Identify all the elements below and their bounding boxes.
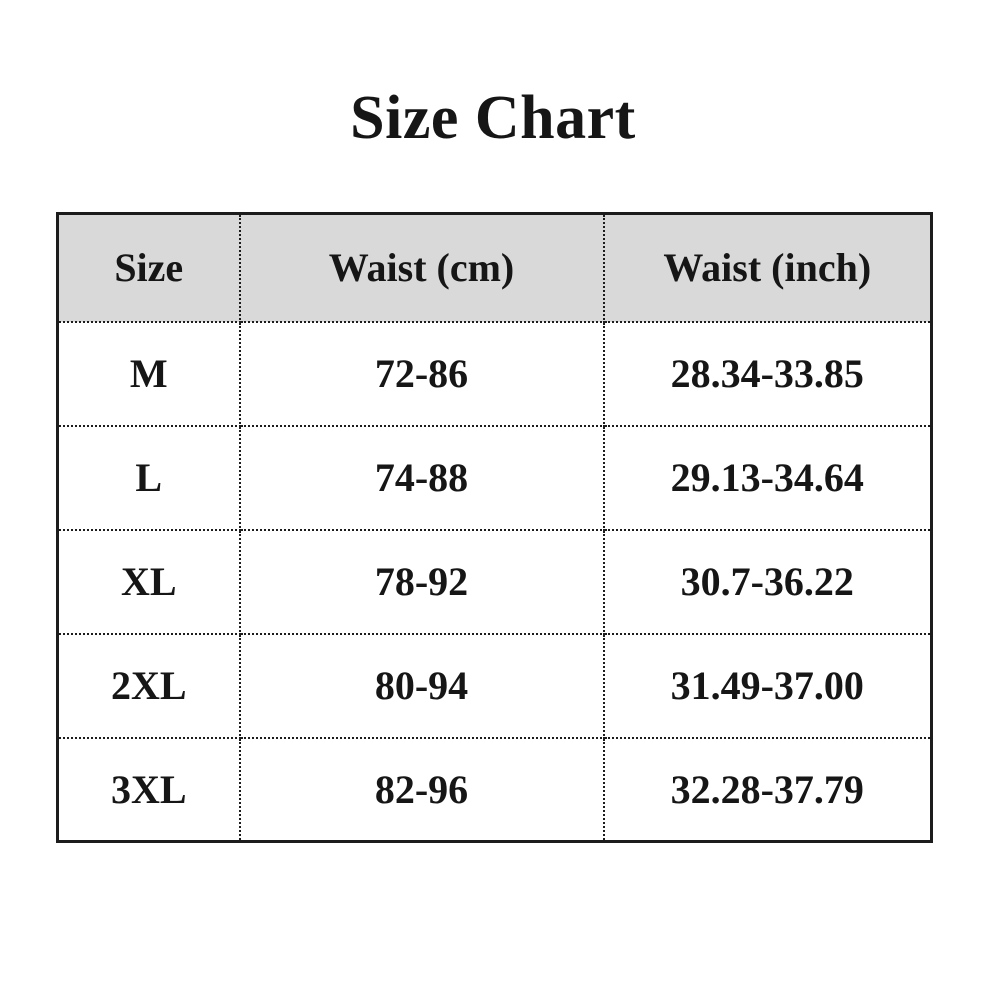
size-cell: XL — [56, 528, 241, 635]
size-chart-table: Size Waist (cm) Waist (inch) M 72-86 28.… — [56, 212, 933, 843]
table-row: XL 78-92 30.7-36.22 — [56, 528, 933, 635]
waist-inch-cell: 31.49-37.00 — [602, 632, 933, 739]
header-row: Size Waist (cm) Waist (inch) — [56, 212, 933, 323]
waist-inch-cell: 30.7-36.22 — [602, 528, 933, 635]
size-cell: 2XL — [56, 632, 241, 739]
waist-inch-cell: 32.28-37.79 — [602, 736, 933, 843]
waist-cm-cell: 80-94 — [238, 632, 605, 739]
size-cell: M — [56, 320, 241, 427]
column-header-size: Size — [56, 212, 241, 323]
column-header-waist-inch: Waist (inch) — [602, 212, 933, 323]
table-row: 3XL 82-96 32.28-37.79 — [56, 736, 933, 843]
table-body: M 72-86 28.34-33.85 L 74-88 29.13-34.64 … — [56, 320, 933, 843]
table-header: Size Waist (cm) Waist (inch) — [56, 212, 933, 323]
table-row: M 72-86 28.34-33.85 — [56, 320, 933, 427]
waist-inch-cell: 28.34-33.85 — [602, 320, 933, 427]
waist-cm-cell: 82-96 — [238, 736, 605, 843]
waist-cm-cell: 78-92 — [238, 528, 605, 635]
waist-inch-cell: 29.13-34.64 — [602, 424, 933, 531]
page-title: Size Chart — [350, 84, 636, 152]
size-cell: L — [56, 424, 241, 531]
table-row: L 74-88 29.13-34.64 — [56, 424, 933, 531]
waist-cm-cell: 72-86 — [238, 320, 605, 427]
size-cell: 3XL — [56, 736, 241, 843]
table-row: 2XL 80-94 31.49-37.00 — [56, 632, 933, 739]
waist-cm-cell: 74-88 — [238, 424, 605, 531]
column-header-waist-cm: Waist (cm) — [238, 212, 605, 323]
